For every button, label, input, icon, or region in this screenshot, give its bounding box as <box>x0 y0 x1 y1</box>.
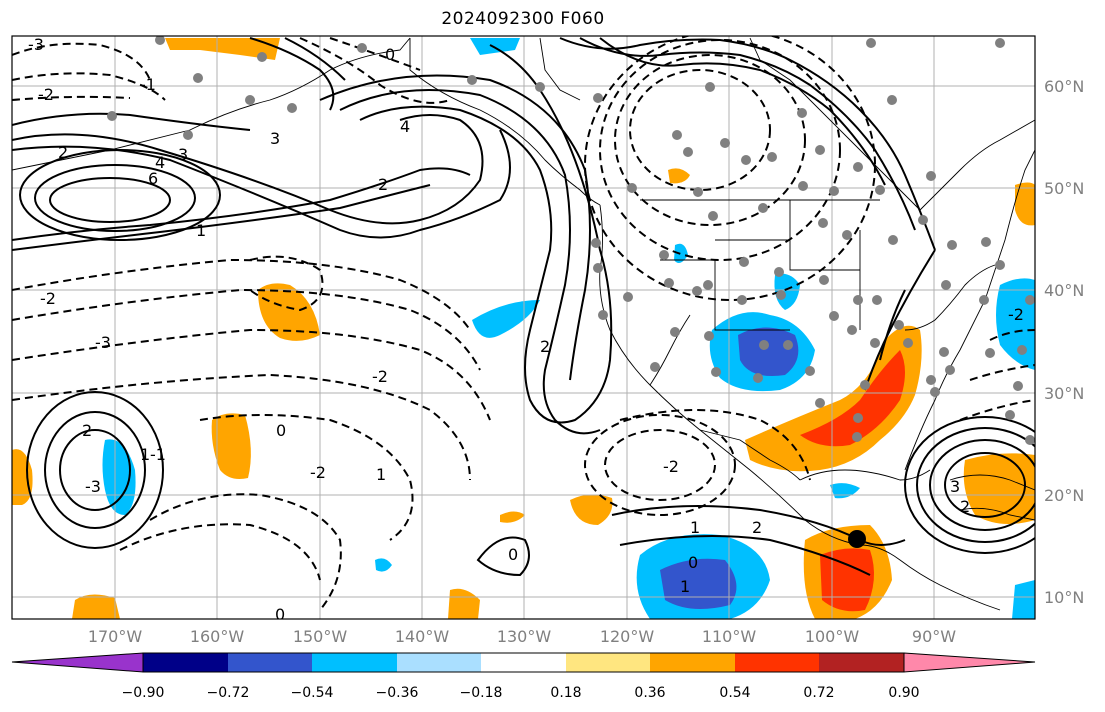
colorbar-segment <box>312 653 397 672</box>
colorbar-segment <box>397 653 481 672</box>
latitude-labels: 60°N 50°N 40°N 30°N 20°N 10°N <box>1044 77 1084 607</box>
map-border <box>11 35 1036 620</box>
svg-text:-2: -2 <box>310 463 326 482</box>
lat-label-60: 60°N <box>1044 77 1084 96</box>
svg-text:-2: -2 <box>40 289 56 308</box>
lat-label-50: 50°N <box>1044 179 1084 198</box>
svg-text:2: 2 <box>752 518 762 537</box>
colorbar-tick-label: 0.18 <box>550 685 581 701</box>
storm-center-marker <box>848 530 866 548</box>
lon-label-110w: 110°W <box>702 627 757 646</box>
svg-text:3: 3 <box>178 145 188 164</box>
colorbar-extend-min <box>11 652 144 673</box>
svg-text:1: 1 <box>196 221 206 240</box>
station-markers <box>107 36 1035 445</box>
svg-text:1: 1 <box>690 518 700 537</box>
lon-label-150w: 150°W <box>293 627 348 646</box>
lat-label-20: 20°N <box>1044 486 1084 505</box>
colorbar-tick-label: 0.36 <box>634 685 665 701</box>
svg-text:1: 1 <box>680 577 690 596</box>
colorbar-tick-label: −0.18 <box>460 685 503 701</box>
colorbar-tick-label: −0.54 <box>291 685 334 701</box>
lon-label-100w: 100°W <box>805 627 860 646</box>
colorbar-segment <box>650 653 735 672</box>
anomaly-shading <box>12 38 1035 619</box>
graticule <box>12 36 1035 619</box>
colorbar: −0.90 −0.72 −0.54 −0.36 −0.18 0.18 0.36 … <box>11 652 1036 701</box>
colorbar-segment <box>819 653 904 672</box>
colorbar-tick-label: −0.36 <box>376 685 419 701</box>
lon-label-120w: 120°W <box>600 627 655 646</box>
lon-label-130w: 130°W <box>497 627 552 646</box>
colorbar-tick-label: 0.54 <box>719 685 750 701</box>
colorbar-segment <box>735 653 819 672</box>
lon-label-90w: 90°W <box>912 627 956 646</box>
svg-text:-1: -1 <box>150 445 166 464</box>
svg-text:-3: -3 <box>28 35 44 54</box>
colorbar-tick-label: −0.90 <box>122 685 165 701</box>
svg-text:2: 2 <box>82 421 92 440</box>
colorbar-segment <box>566 653 650 672</box>
colorbar-tick-label: 0.90 <box>888 685 919 701</box>
svg-text:2: 2 <box>540 337 550 356</box>
svg-text:-1: -1 <box>140 75 156 94</box>
map-title: 2024092300 F060 <box>441 9 605 29</box>
svg-text:6: 6 <box>148 169 158 188</box>
svg-text:-2: -2 <box>38 85 54 104</box>
lon-label-160w: 160°W <box>190 627 245 646</box>
svg-text:1: 1 <box>140 445 150 464</box>
svg-text:-2: -2 <box>372 367 388 386</box>
svg-text:-3: -3 <box>85 477 101 496</box>
colorbar-segment <box>228 653 312 672</box>
svg-text:2: 2 <box>960 497 970 516</box>
svg-text:3: 3 <box>950 477 960 496</box>
svg-text:0: 0 <box>276 421 286 440</box>
colorbar-tick-label: −0.72 <box>207 685 250 701</box>
lon-label-170w: 170°W <box>88 627 143 646</box>
colorbar-segment <box>481 653 566 672</box>
svg-text:-2: -2 <box>663 457 679 476</box>
lon-label-140w: 140°W <box>395 627 450 646</box>
contours-negative <box>12 36 1035 611</box>
svg-text:-2: -2 <box>1008 305 1024 324</box>
svg-text:0: 0 <box>688 553 698 572</box>
svg-text:1: 1 <box>376 465 386 484</box>
lat-label-10: 10°N <box>1044 588 1084 607</box>
svg-text:3: 3 <box>270 129 280 148</box>
svg-text:0: 0 <box>385 45 395 64</box>
lat-label-30: 30°N <box>1044 384 1084 403</box>
longitude-labels: 170°W 160°W 150°W 140°W 130°W 120°W 110°… <box>88 627 956 646</box>
colorbar-segment <box>143 653 228 672</box>
svg-text:2: 2 <box>58 143 68 162</box>
colorbar-extend-max <box>903 652 1036 673</box>
svg-text:2: 2 <box>378 175 388 194</box>
svg-text:4: 4 <box>155 153 165 172</box>
colorbar-tick-label: 0.72 <box>803 685 834 701</box>
contour-labels: -3 -2 -1 0 1 2 3 4 6 -2 -3 -2 0 -2 1 2 3… <box>28 35 1024 624</box>
svg-text:4: 4 <box>400 117 410 136</box>
svg-text:0: 0 <box>275 605 285 624</box>
coastlines <box>12 37 1035 611</box>
lat-label-40: 40°N <box>1044 281 1084 300</box>
svg-text:0: 0 <box>508 545 518 564</box>
svg-text:-3: -3 <box>95 333 111 352</box>
contours-positive <box>12 37 1035 577</box>
